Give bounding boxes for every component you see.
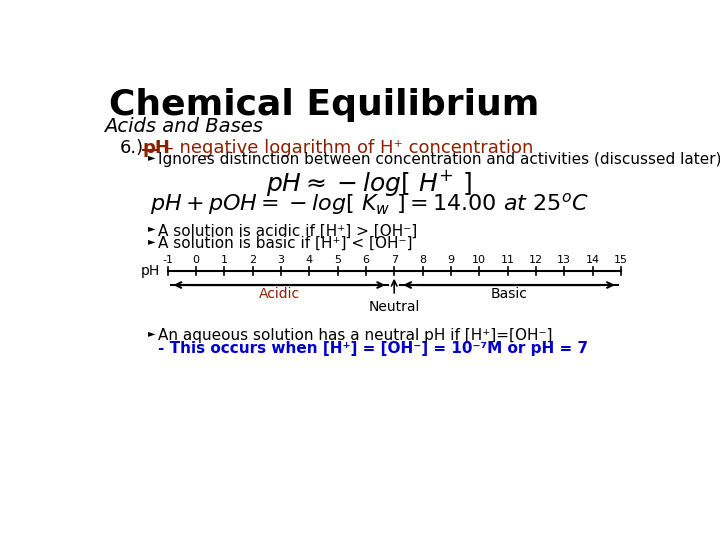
Text: 3: 3 bbox=[277, 255, 284, 265]
Text: -1: -1 bbox=[162, 255, 173, 265]
Text: pH: pH bbox=[140, 264, 160, 278]
Text: 15: 15 bbox=[614, 255, 628, 265]
Text: – negative logarithm of H⁺ concentration: – negative logarithm of H⁺ concentration bbox=[159, 139, 534, 158]
Text: 1: 1 bbox=[220, 255, 228, 265]
Text: 14: 14 bbox=[585, 255, 600, 265]
Text: 9: 9 bbox=[447, 255, 454, 265]
Text: 11: 11 bbox=[500, 255, 515, 265]
Text: Ignores distinction between concentration and activities (discussed later): Ignores distinction between concentratio… bbox=[158, 152, 720, 167]
Text: - This occurs when [H⁺] = [OH⁻] = 10⁻⁷M or pH = 7: - This occurs when [H⁺] = [OH⁻] = 10⁻⁷M … bbox=[158, 341, 588, 356]
Text: ►: ► bbox=[148, 236, 156, 246]
Text: ►: ► bbox=[148, 152, 156, 162]
Text: ►: ► bbox=[148, 328, 156, 338]
Text: 12: 12 bbox=[528, 255, 543, 265]
Text: 4: 4 bbox=[305, 255, 312, 265]
Text: $pH + pOH = -log[\ K_w\ ] = 14.00\ at\ 25^{o}C$: $pH + pOH = -log[\ K_w\ ] = 14.00\ at\ 2… bbox=[150, 191, 588, 217]
Text: A solution is basic if [H⁺] < [OH⁻]: A solution is basic if [H⁺] < [OH⁻] bbox=[158, 236, 413, 251]
Text: 7: 7 bbox=[391, 255, 397, 265]
Text: An aqueous solution has a neutral pH if [H⁺]=[OH⁻]: An aqueous solution has a neutral pH if … bbox=[158, 328, 553, 343]
Text: Basic: Basic bbox=[490, 287, 528, 301]
Text: ►: ► bbox=[148, 224, 156, 233]
Text: $pH \approx -log[\ H^{+}\ ]$: $pH \approx -log[\ H^{+}\ ]$ bbox=[266, 168, 472, 198]
Text: 6.): 6.) bbox=[120, 139, 143, 158]
Text: 13: 13 bbox=[557, 255, 571, 265]
Text: Neutral: Neutral bbox=[369, 300, 420, 314]
Text: A solution is acidic if [H⁺] > [OH⁻]: A solution is acidic if [H⁺] > [OH⁻] bbox=[158, 224, 418, 239]
Text: 5: 5 bbox=[334, 255, 341, 265]
Text: 10: 10 bbox=[472, 255, 486, 265]
Text: Acidic: Acidic bbox=[258, 287, 300, 301]
Text: Acids and Bases: Acids and Bases bbox=[104, 117, 263, 136]
Text: 6: 6 bbox=[362, 255, 369, 265]
Text: 0: 0 bbox=[192, 255, 199, 265]
Text: Chemical Equilibrium: Chemical Equilibrium bbox=[109, 88, 540, 122]
Text: 2: 2 bbox=[249, 255, 256, 265]
Text: 8: 8 bbox=[419, 255, 426, 265]
Text: pH: pH bbox=[143, 139, 171, 158]
